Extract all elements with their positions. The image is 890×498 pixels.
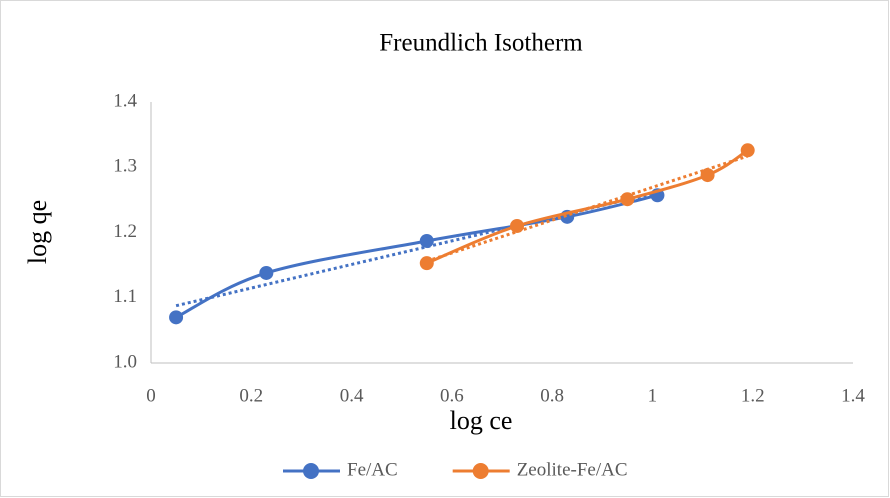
x-tick-label: 0.2	[239, 385, 263, 406]
x-tick-label: 0.8	[540, 385, 564, 406]
x-axis-label: log ce	[450, 406, 513, 435]
legend-marker	[472, 463, 489, 479]
chart-title: Freundlich Isotherm	[379, 30, 583, 57]
x-tick-label: 0.4	[340, 385, 364, 406]
data-point	[510, 218, 525, 233]
data-point	[419, 233, 434, 248]
x-tick-label: 1.4	[841, 385, 865, 406]
data-point	[620, 192, 635, 207]
data-point	[700, 168, 715, 183]
x-tick-label: 0.6	[440, 385, 464, 406]
x-tick-label: 0	[146, 385, 156, 406]
legend-label: Zeolite-Fe/AC	[517, 459, 628, 480]
x-tick-label: 1.2	[741, 385, 765, 406]
x-tick-label: 1	[648, 385, 658, 406]
data-point	[740, 143, 755, 158]
legend-marker	[303, 463, 319, 479]
y-tick-label: 1.4	[113, 90, 137, 111]
y-tick-label: 1.2	[113, 221, 137, 242]
y-tick-label: 1.3	[113, 156, 137, 177]
data-point	[419, 256, 434, 271]
y-tick-label: 1.0	[113, 351, 137, 372]
trendline	[175, 191, 658, 308]
y-tick-label: 1.1	[113, 286, 137, 307]
data-point	[259, 265, 274, 280]
legend-label: Fe/AC	[347, 459, 398, 480]
y-axis-label: log qe	[23, 200, 52, 264]
data-point	[169, 310, 184, 325]
